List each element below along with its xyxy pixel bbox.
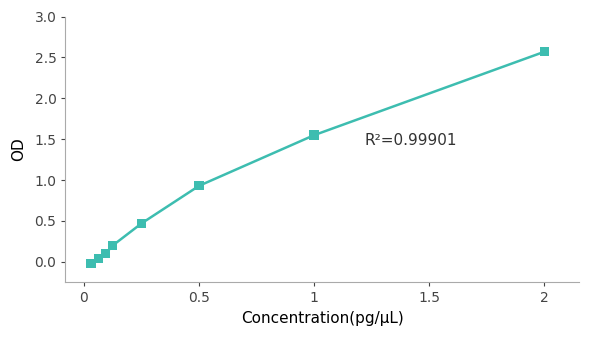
- Point: [194, 183, 204, 188]
- Point: [137, 221, 146, 226]
- Point: [94, 256, 103, 261]
- Y-axis label: OD: OD: [11, 137, 26, 161]
- Point: [101, 251, 110, 256]
- Point: [108, 243, 117, 248]
- X-axis label: Concentration(pg/μL): Concentration(pg/μL): [241, 311, 404, 326]
- Point: [86, 261, 96, 266]
- Text: R²=0.99901: R²=0.99901: [365, 133, 457, 148]
- Point: [540, 49, 549, 55]
- Point: [309, 132, 319, 138]
